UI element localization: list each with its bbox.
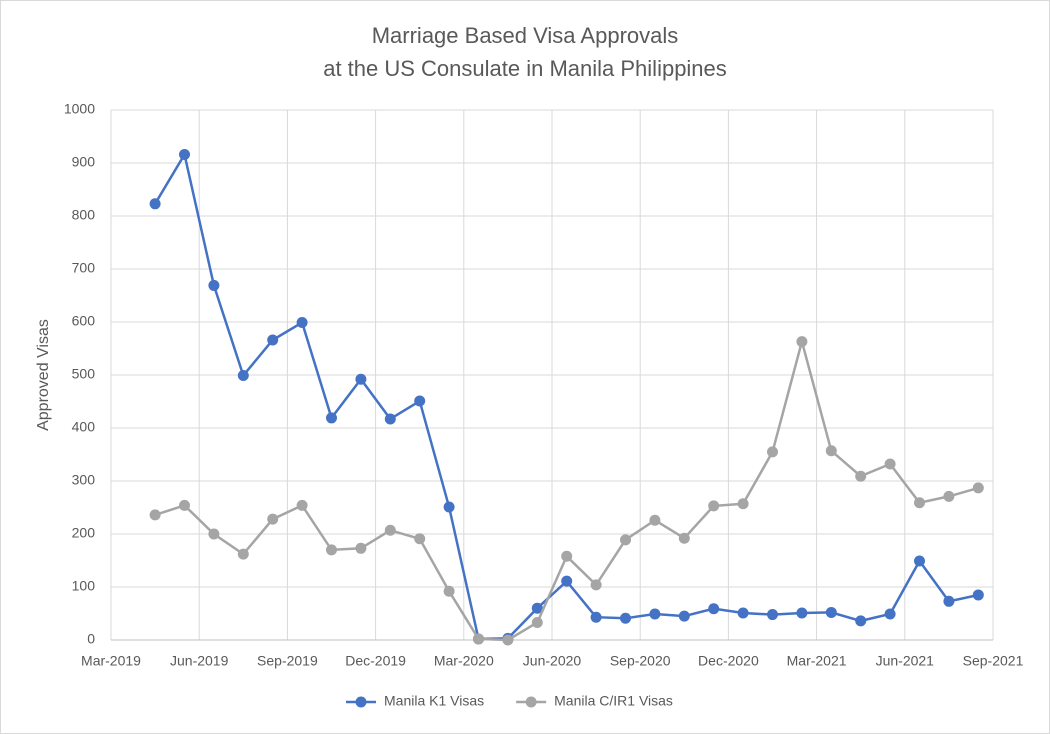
data-point bbox=[443, 585, 455, 597]
data-point bbox=[620, 534, 631, 546]
data-point bbox=[237, 548, 249, 560]
x-tick-label: Jun-2021 bbox=[876, 653, 935, 669]
data-point bbox=[678, 610, 690, 622]
x-tick-label: Sep-2019 bbox=[257, 653, 318, 669]
x-tick-label: Mar-2021 bbox=[787, 653, 847, 669]
data-point bbox=[355, 542, 367, 554]
data-point bbox=[678, 532, 690, 544]
data-point bbox=[296, 317, 308, 329]
y-tick-label: 0 bbox=[87, 631, 95, 647]
data-point bbox=[267, 513, 279, 525]
y-axis-label: Approved Visas bbox=[35, 319, 52, 431]
data-point bbox=[943, 595, 955, 607]
data-point bbox=[708, 603, 720, 615]
data-point bbox=[384, 524, 396, 536]
data-point bbox=[884, 458, 896, 470]
y-tick-label: 400 bbox=[72, 419, 96, 435]
data-point bbox=[561, 550, 573, 562]
data-point bbox=[620, 612, 631, 624]
data-point bbox=[767, 609, 778, 621]
data-point bbox=[590, 579, 602, 591]
x-tick-label: Sep-2021 bbox=[963, 653, 1024, 669]
data-point bbox=[590, 611, 602, 623]
data-point bbox=[737, 498, 749, 510]
data-point bbox=[884, 608, 896, 620]
data-point bbox=[914, 555, 925, 567]
y-tick-label: 200 bbox=[72, 525, 96, 541]
data-point bbox=[237, 370, 249, 382]
data-point bbox=[414, 395, 426, 407]
data-point bbox=[208, 528, 220, 540]
data-point bbox=[649, 608, 661, 620]
legend-marker bbox=[355, 696, 367, 708]
y-tick-label: 800 bbox=[72, 207, 96, 223]
x-tick-label: Dec-2019 bbox=[345, 653, 406, 669]
data-point bbox=[149, 509, 161, 521]
data-point bbox=[972, 482, 984, 494]
data-point bbox=[208, 279, 220, 291]
data-point bbox=[825, 606, 837, 618]
data-point bbox=[355, 373, 367, 385]
chart-title: Marriage Based Visa Approvals bbox=[372, 23, 679, 48]
data-point bbox=[326, 544, 337, 556]
data-point bbox=[708, 500, 720, 512]
x-tick-label: Mar-2020 bbox=[434, 653, 494, 669]
data-point bbox=[179, 499, 190, 511]
data-point bbox=[649, 514, 661, 526]
data-point bbox=[737, 607, 749, 619]
y-tick-label: 700 bbox=[72, 260, 96, 276]
y-tick-label: 500 bbox=[72, 366, 96, 382]
legend-label: Manila C/IR1 Visas bbox=[554, 693, 673, 709]
data-point bbox=[296, 499, 308, 511]
x-tick-label: Jun-2019 bbox=[170, 653, 229, 669]
legend-marker bbox=[525, 696, 537, 708]
data-point bbox=[179, 149, 190, 161]
data-point bbox=[914, 497, 925, 509]
data-point bbox=[443, 501, 455, 513]
y-tick-label: 1000 bbox=[64, 101, 95, 117]
x-tick-label: Dec-2020 bbox=[698, 653, 759, 669]
y-tick-label: 300 bbox=[72, 472, 96, 488]
data-point bbox=[384, 413, 396, 425]
data-point bbox=[531, 617, 543, 629]
data-point bbox=[267, 334, 279, 346]
data-point bbox=[561, 575, 573, 587]
data-point bbox=[473, 633, 484, 645]
data-point bbox=[414, 533, 426, 545]
x-tick-label: Mar-2019 bbox=[81, 653, 141, 669]
y-tick-label: 600 bbox=[72, 313, 96, 329]
data-point bbox=[326, 412, 337, 424]
data-point bbox=[943, 490, 955, 502]
y-tick-label: 900 bbox=[72, 154, 96, 170]
data-point bbox=[855, 615, 867, 627]
data-point bbox=[767, 446, 778, 458]
x-tick-label: Jun-2020 bbox=[523, 653, 582, 669]
data-point bbox=[825, 445, 837, 457]
y-tick-label: 100 bbox=[72, 578, 96, 594]
data-point bbox=[531, 602, 543, 614]
data-point bbox=[972, 589, 984, 601]
data-point bbox=[502, 634, 514, 646]
data-point bbox=[796, 607, 808, 619]
chart-title: at the US Consulate in Manila Philippine… bbox=[323, 56, 727, 81]
x-tick-label: Sep-2020 bbox=[610, 653, 671, 669]
data-point bbox=[855, 470, 867, 482]
legend-label: Manila K1 Visas bbox=[384, 693, 484, 709]
data-point bbox=[149, 198, 161, 210]
data-point bbox=[796, 336, 808, 348]
